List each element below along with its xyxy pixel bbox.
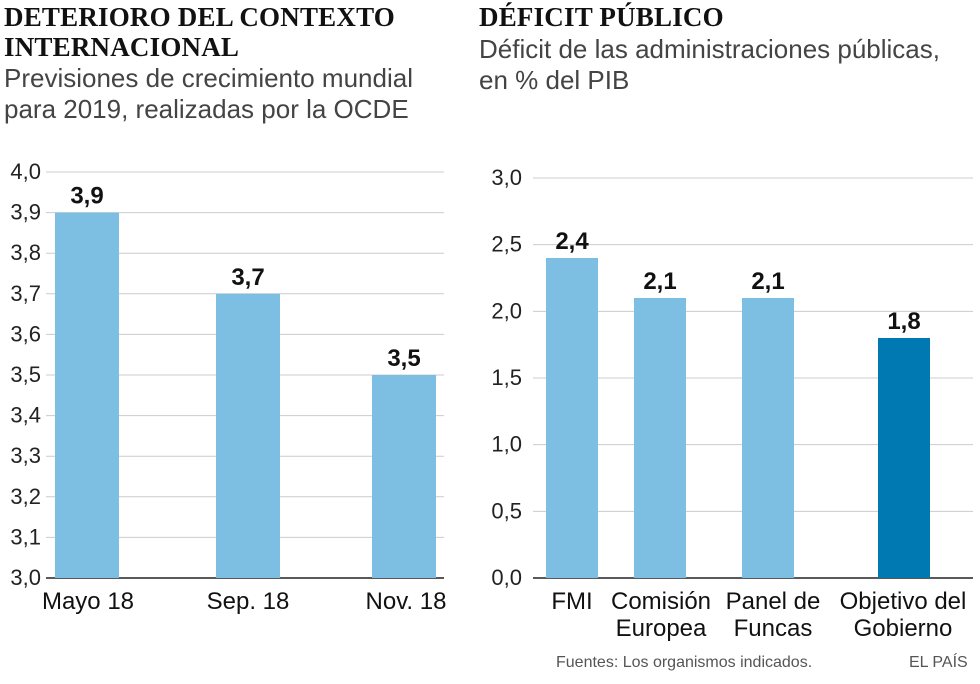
growth-category-label: Sep. 18 — [207, 588, 290, 615]
deficit-y-tick-label: 2,0 — [491, 298, 522, 323]
growth-bar — [55, 212, 119, 578]
growth-y-tick-label: 3,5 — [10, 362, 41, 387]
growth-y-tick-label: 3,4 — [10, 403, 41, 428]
left-chart-subtitle-line-2: para 2019, realizadas por la OCDE — [4, 94, 409, 124]
deficit-bar-value-label: 2,1 — [751, 268, 784, 295]
right-chart-title-line-1: DÉFICIT PÚBLICO — [479, 2, 724, 32]
deficit-y-tick-label: 1,5 — [491, 365, 522, 390]
deficit-category-label: Objetivo del — [840, 588, 967, 615]
growth-y-tick-label: 3,0 — [10, 565, 41, 590]
deficit-category-label: Gobierno — [854, 615, 953, 642]
deficit-category-label: Funcas — [734, 615, 813, 642]
left-chart-subtitle-line-1: Previsiones de crecimiento mundial — [4, 63, 413, 93]
growth-y-tick-label: 3,1 — [10, 524, 41, 549]
left-chart-subtitle: Previsiones de crecimiento mundial para … — [4, 63, 413, 125]
growth-y-tick-label: 3,2 — [10, 484, 41, 509]
deficit-bar-value-label: 2,4 — [555, 228, 589, 255]
deficit-category-label: Comisión — [611, 588, 711, 615]
growth-y-tick-label: 3,7 — [10, 281, 41, 306]
deficit-bar-value-label: 1,8 — [887, 308, 920, 335]
deficit-bar — [634, 298, 686, 578]
deficit-category-label: Panel de — [726, 588, 821, 615]
growth-y-tick-label: 3,9 — [10, 200, 41, 225]
growth-bar-value-label: 3,7 — [231, 264, 264, 291]
growth-y-tick-label: 3,6 — [10, 321, 41, 346]
growth-bar — [216, 293, 280, 578]
growth-bar-value-label: 3,9 — [70, 183, 103, 210]
growth-y-tick-label: 4,0 — [10, 159, 41, 184]
deficit-y-tick-label: 0,5 — [491, 498, 522, 523]
brand-label: EL PAÍS — [909, 654, 968, 671]
right-chart-subtitle-line-2: en % del PIB — [479, 65, 630, 95]
deficit-bar — [878, 338, 930, 578]
right-chart-title: DÉFICIT PÚBLICO — [479, 2, 724, 32]
growth-bar-value-label: 3,5 — [387, 345, 420, 372]
left-chart-title-line-2: INTERNACIONAL — [4, 32, 240, 62]
deficit-y-tick-label: 3,0 — [491, 165, 522, 190]
right-chart-subtitle: Déficit de las administraciones públicas… — [479, 34, 940, 96]
growth-y-tick-label: 3,8 — [10, 240, 41, 265]
deficit-y-tick-label: 0,0 — [491, 565, 522, 590]
deficit-bar — [546, 258, 598, 578]
left-chart-title: DETERIORO DEL CONTEXTO INTERNACIONAL — [4, 2, 395, 62]
growth-bar — [372, 375, 436, 578]
deficit-category-label: Europea — [616, 615, 707, 642]
growth-category-label: Mayo 18 — [42, 588, 134, 615]
growth-category-label: Nov. 18 — [366, 588, 447, 615]
deficit-bar — [742, 298, 794, 578]
deficit-bar-value-label: 2,1 — [643, 268, 676, 295]
left-chart-title-line-1: DETERIORO DEL CONTEXTO — [4, 2, 395, 32]
source-note: Fuentes: Los organismos indicados. — [556, 654, 813, 671]
deficit-y-tick-label: 1,0 — [491, 432, 522, 457]
deficit-y-tick-label: 2,5 — [491, 232, 522, 257]
deficit-category-label: FMI — [551, 588, 592, 615]
growth-y-tick-label: 3,3 — [10, 443, 41, 468]
right-chart-subtitle-line-1: Déficit de las administraciones públicas… — [479, 34, 940, 64]
